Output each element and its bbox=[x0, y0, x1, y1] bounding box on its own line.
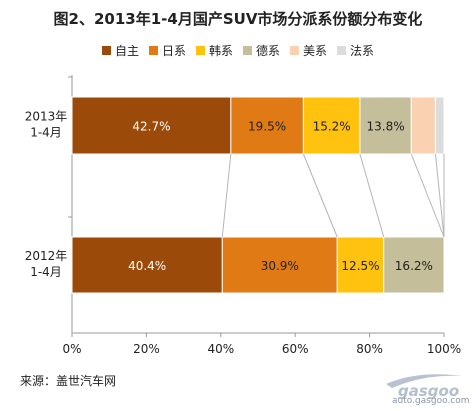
category-label: 2013年 bbox=[25, 110, 68, 124]
bar-segment-韩系 bbox=[302, 96, 361, 155]
x-tick-label: 40% bbox=[207, 342, 234, 356]
legend-label: 韩系 bbox=[208, 44, 233, 58]
legend-label: 德系 bbox=[256, 44, 281, 58]
bar-segment-自主 bbox=[71, 236, 223, 294]
watermark-url: auto.gasgoo.com bbox=[392, 396, 470, 406]
bar-segment-法系 bbox=[434, 96, 445, 155]
bar-segment-韩系 bbox=[336, 236, 385, 294]
legend-item-韩系: 韩系 bbox=[195, 42, 233, 59]
legend-swatch bbox=[243, 46, 252, 55]
data-label: 16.2% bbox=[395, 259, 433, 273]
data-label: 13.8% bbox=[367, 120, 405, 134]
legend-swatch bbox=[195, 46, 205, 55]
x-tick-label: 20% bbox=[133, 342, 160, 356]
legend-item-美系: 美系 bbox=[290, 42, 327, 59]
x-tick-label: 60% bbox=[282, 342, 309, 356]
logo-wordmark: gasgoo bbox=[398, 382, 459, 400]
legend-item-法系: 法系 bbox=[337, 42, 374, 59]
x-tick-label: 0% bbox=[62, 342, 81, 356]
x-tick-label: 80% bbox=[356, 342, 383, 356]
connector-line bbox=[302, 153, 338, 238]
data-label: 19.5% bbox=[248, 120, 286, 134]
data-label: 42.7% bbox=[132, 120, 170, 134]
legend-item-日系: 日系 bbox=[148, 42, 186, 59]
legend-item-德系: 德系 bbox=[243, 42, 280, 59]
chart-title: 图2、2013年1-4月国产SUV市场分派系份额分布变化 bbox=[53, 10, 423, 28]
connector-line bbox=[359, 153, 385, 238]
connector-line bbox=[221, 153, 232, 238]
data-label: 12.5% bbox=[341, 259, 379, 273]
connector-line bbox=[434, 153, 445, 238]
connector-line bbox=[410, 153, 445, 238]
legend-label: 自主 bbox=[114, 44, 139, 58]
legend-swatch bbox=[337, 46, 347, 55]
legend-swatch bbox=[101, 46, 111, 55]
bar-segment-日系 bbox=[230, 96, 304, 155]
legend-label: 日系 bbox=[161, 44, 186, 58]
data-label: 30.9% bbox=[261, 259, 299, 273]
category-label: 1-4月 bbox=[30, 265, 62, 279]
bar-segment-德系 bbox=[359, 96, 412, 155]
bar-segment-日系 bbox=[221, 236, 338, 294]
legend-swatch bbox=[290, 46, 300, 55]
bar-segment-自主 bbox=[71, 96, 232, 155]
bar-segment-美系 bbox=[410, 96, 436, 155]
data-label: 40.4% bbox=[128, 259, 166, 273]
legend-label: 法系 bbox=[350, 44, 375, 58]
category-label: 2012年 bbox=[25, 249, 68, 263]
data-label: 15.2% bbox=[313, 120, 351, 134]
legend-label: 美系 bbox=[303, 44, 328, 58]
legend-item-自主: 自主 bbox=[101, 42, 139, 59]
legend: 自主 日系 韩系 德系 美系 法系 bbox=[0, 42, 476, 59]
logo-swoosh bbox=[386, 374, 462, 388]
source-note: 来源：盖世汽车网 bbox=[20, 374, 117, 388]
category-label: 1-4月 bbox=[30, 126, 62, 140]
x-tick-label: 100% bbox=[427, 342, 461, 356]
bar-segment-德系 bbox=[383, 236, 445, 294]
legend-swatch bbox=[148, 46, 158, 55]
gasgoo-logo: gasgoo bbox=[386, 374, 462, 400]
